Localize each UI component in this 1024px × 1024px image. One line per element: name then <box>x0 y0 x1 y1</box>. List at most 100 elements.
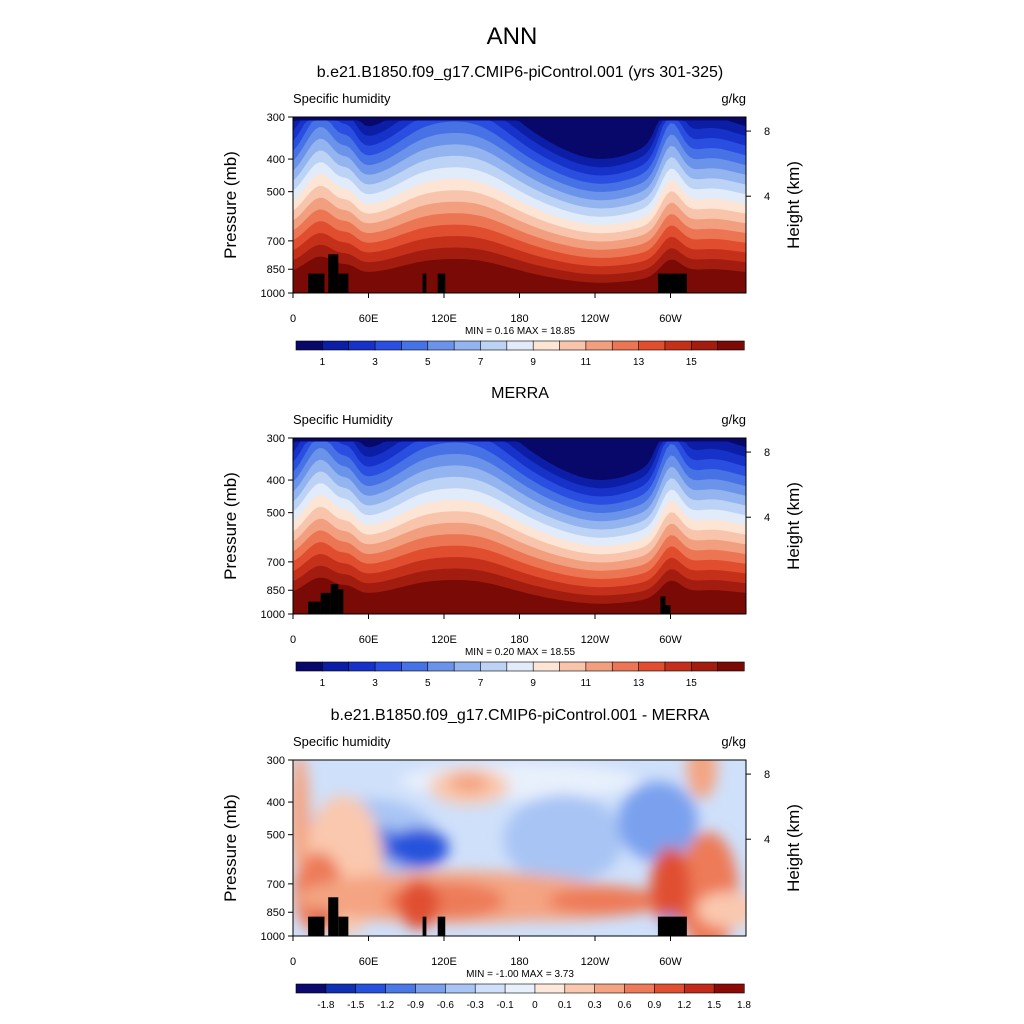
colorbar-label: -0.9 <box>407 1000 425 1011</box>
y2-tick-label: 4 <box>764 834 770 846</box>
colorbar-swatch <box>559 340 587 351</box>
y2-axis-label: Height (km) <box>784 161 803 249</box>
colorbar-swatch <box>480 661 508 672</box>
units-label: g/kg <box>721 91 746 106</box>
left-label: Specific Humidity <box>293 412 393 427</box>
min-max-stats: MIN = -1.00 MAX = 3.73 <box>466 969 574 980</box>
terrain-mask <box>422 916 427 936</box>
y2-tick-label: 4 <box>764 191 770 203</box>
terrain-mask <box>657 273 687 293</box>
field-contours <box>293 760 746 936</box>
terrain-mask <box>437 273 446 293</box>
colorbar-label: 15 <box>686 678 698 689</box>
y2-tick-label: 4 <box>764 512 770 524</box>
colorbar-label: -0.3 <box>467 1000 485 1011</box>
colorbar-swatch <box>594 983 626 994</box>
colorbar-swatch <box>453 340 482 351</box>
colorbar: 1 3 5 7 9 11 13 15 <box>295 661 745 689</box>
colorbar-swatch <box>683 983 715 994</box>
colorbar-swatch <box>480 340 508 351</box>
x-tick-label: 60W <box>659 956 682 968</box>
colorbar-swatch <box>664 340 692 351</box>
field-contours <box>293 117 746 293</box>
contour-band <box>686 760 717 799</box>
colorbar-label: 1.2 <box>677 1000 691 1011</box>
colorbar-swatch <box>690 340 719 351</box>
x-tick-label: 60E <box>359 634 379 646</box>
y-tick-label: 1000 <box>261 931 285 943</box>
colorbar-label: 13 <box>633 357 645 368</box>
terrain-mask <box>422 273 427 293</box>
terrain-mask <box>330 584 339 614</box>
y2-tick-label: 8 <box>764 126 770 138</box>
colorbar-swatch <box>717 340 745 351</box>
colorbar-label: 0.6 <box>618 1000 632 1011</box>
colorbar-swatch <box>559 661 587 672</box>
colorbar-swatch <box>690 661 719 672</box>
colorbar-label: 11 <box>581 357 592 368</box>
colorbar-label: 1 <box>320 357 326 368</box>
terrain-mask <box>308 601 321 614</box>
colorbar-label: 0.1 <box>558 1000 572 1011</box>
colorbar: -1.8 -1.5 -1.2 -0.9 -0.6 -0.3 -0.1 0 0.1 0.3 0.6 0.… <box>295 983 751 1011</box>
units-label: g/kg <box>721 734 746 749</box>
colorbar-swatch <box>374 661 403 672</box>
contour-band <box>293 256 746 293</box>
colorbar-swatch <box>348 661 376 672</box>
colorbar-label: 1.5 <box>707 1000 721 1011</box>
colorbar-swatch <box>295 340 323 351</box>
colorbar-label: 5 <box>425 678 431 689</box>
x-tick-label: 120E <box>431 313 457 325</box>
terrain-mask <box>338 589 344 614</box>
colorbar-swatch <box>325 983 357 994</box>
panel-1: b.e21.B1850.f09_g17.CMIP6-piControl.001 … <box>221 64 803 368</box>
colorbar-swatch <box>427 661 455 672</box>
colorbar-label: 9 <box>530 357 536 368</box>
x-tick-label: 60W <box>659 313 682 325</box>
panel-title: b.e21.B1850.f09_g17.CMIP6-piControl.001 … <box>317 64 723 81</box>
colorbar-swatch <box>415 983 446 994</box>
x-tick-label: 60E <box>359 313 379 325</box>
terrain-mask <box>338 916 349 936</box>
y-tick-label: 700 <box>267 557 285 569</box>
colorbar-label: 11 <box>581 678 592 689</box>
colorbar-label: 13 <box>633 678 645 689</box>
colorbar-swatch <box>401 661 429 672</box>
colorbar-label: 1.8 <box>737 1000 751 1011</box>
contour-band <box>449 772 490 793</box>
y2-tick-label: 8 <box>764 447 770 459</box>
colorbar-swatch <box>506 661 534 672</box>
x-tick-label: 60E <box>359 956 379 968</box>
y-tick-label: 400 <box>267 154 285 166</box>
colorbar-swatch <box>348 340 376 351</box>
x-tick-label: 60W <box>659 634 682 646</box>
colorbar-label: 15 <box>686 357 698 368</box>
x-tick-label: 120W <box>581 956 610 968</box>
y-tick-label: 300 <box>267 112 285 124</box>
contour-band <box>388 828 449 868</box>
colorbar-label: -0.6 <box>437 1000 455 1011</box>
y-tick-label: 400 <box>267 797 285 809</box>
panel-title: MERRA <box>491 385 549 402</box>
terrain-mask <box>328 897 339 936</box>
contour-band <box>503 794 624 885</box>
terrain-mask <box>308 916 325 936</box>
terrain-mask <box>437 916 446 936</box>
y2-axis-label: Height (km) <box>784 804 803 892</box>
colorbar-label: 0.3 <box>588 1000 602 1011</box>
units-label: g/kg <box>721 412 746 427</box>
colorbar-label: 3 <box>372 357 378 368</box>
colorbar-swatch <box>355 983 387 994</box>
colorbar: 1 3 5 7 9 11 13 15 <box>295 340 745 368</box>
main-title: ANN <box>487 23 538 50</box>
colorbar-swatch <box>374 340 403 351</box>
colorbar-label: 7 <box>478 678 484 689</box>
colorbar-swatch <box>654 983 685 994</box>
colorbar-swatch <box>585 661 613 672</box>
colorbar-label: -0.1 <box>496 1000 514 1011</box>
contour-band <box>650 846 691 927</box>
y-tick-label: 500 <box>267 830 285 842</box>
colorbar-swatch <box>322 340 350 351</box>
colorbar-swatch <box>717 661 745 672</box>
x-tick-label: 0 <box>290 634 296 646</box>
